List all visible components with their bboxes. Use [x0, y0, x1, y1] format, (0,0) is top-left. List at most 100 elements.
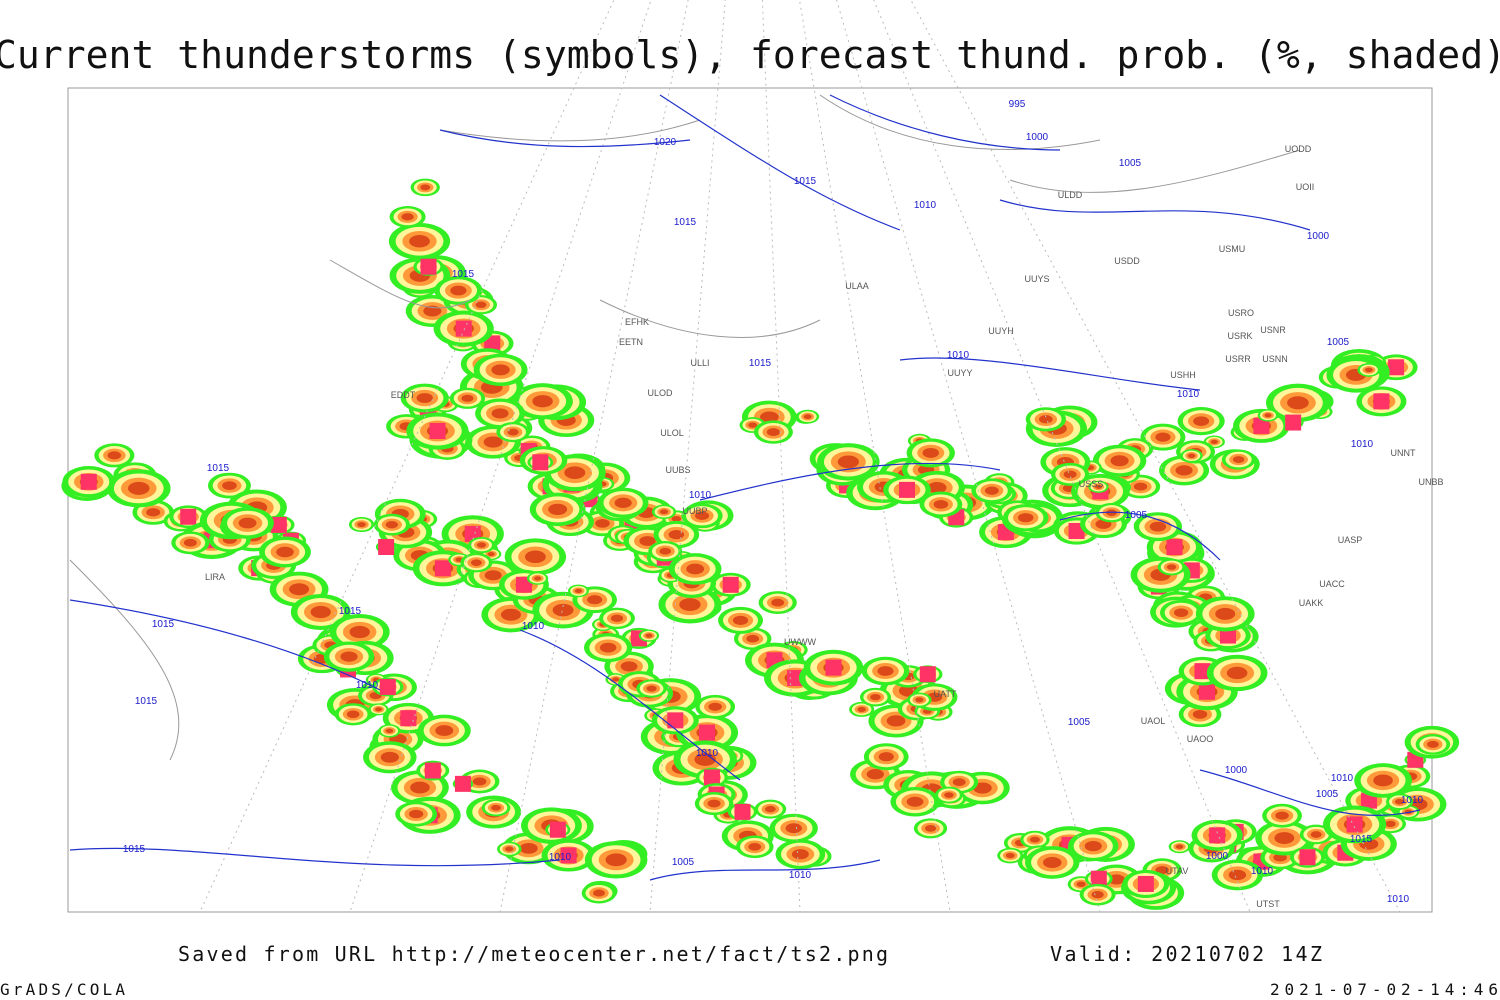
shade-blob — [803, 414, 812, 420]
shade-blob — [416, 393, 433, 403]
shade-blob — [340, 651, 358, 662]
station-label: UAKK — [1299, 598, 1324, 608]
shade-blob — [659, 547, 672, 555]
software-credit: GrADS/COLA — [0, 980, 125, 999]
isobar-label: 1010 — [914, 200, 937, 211]
storm-symbol — [180, 508, 197, 525]
shade-blob — [146, 508, 161, 517]
isobar-label: 1020 — [654, 137, 677, 148]
shade-blob — [385, 520, 399, 529]
shade-blob — [614, 497, 632, 508]
isobar-label: 995 — [1009, 99, 1026, 110]
shade-blob — [505, 846, 514, 852]
station-label: UUYY — [947, 368, 972, 378]
shade-blob — [1210, 439, 1218, 445]
isobar-label: 1015 — [207, 463, 230, 474]
shade-blob — [599, 642, 617, 653]
shade-blob — [574, 588, 583, 594]
isobar-label: 1015 — [152, 619, 175, 630]
isobar-label: 1005 — [1068, 717, 1091, 728]
isobar-label: 1010 — [522, 621, 545, 632]
shade-blob — [1094, 484, 1102, 489]
station-label: USHH — [1170, 370, 1196, 380]
shade-blob — [1193, 416, 1210, 426]
shade-blob — [1310, 831, 1322, 838]
shade-blob — [1264, 413, 1272, 418]
shade-blob — [491, 804, 501, 811]
storm-symbol — [1346, 816, 1363, 833]
shade-blob — [933, 500, 949, 509]
station-label: USNN — [1262, 354, 1288, 364]
station-label: USRO — [1228, 308, 1254, 318]
station-label: USNR — [1260, 325, 1286, 335]
shade-blob — [357, 521, 366, 528]
shade-blob — [401, 213, 414, 221]
shade-blob — [435, 725, 454, 736]
shade-blob — [500, 608, 521, 621]
storm-symbol — [560, 847, 577, 864]
storm-symbol — [1137, 875, 1154, 892]
shade-blob — [695, 511, 710, 520]
isobar-label: 1015 — [1350, 834, 1373, 845]
shade-blob — [222, 481, 237, 490]
shade-blob — [671, 515, 682, 522]
shade-blob — [973, 782, 992, 794]
station-label: USRR — [1225, 354, 1251, 364]
shade-blob — [707, 799, 721, 808]
shade-blob — [519, 842, 538, 854]
shade-blob — [686, 563, 705, 575]
shade-blob — [409, 235, 430, 248]
station-label: ULOD — [647, 388, 673, 398]
station-label: ULOL — [660, 428, 684, 438]
shade-blob — [1038, 415, 1053, 424]
isobar-label: 1010 — [549, 852, 572, 863]
shade-blob — [127, 481, 150, 495]
shade-blob — [645, 633, 653, 638]
station-label: UNBB — [1418, 477, 1443, 487]
meridian — [499, 0, 689, 913]
shade-blob — [612, 677, 620, 682]
storm-symbol — [1194, 663, 1211, 680]
shade-blob — [461, 394, 474, 402]
timestamp: 2021-07-02-14:46 — [1270, 980, 1498, 999]
storm-symbol — [549, 821, 566, 838]
station-label: EFHK — [625, 317, 649, 327]
shade-blob — [1175, 465, 1193, 476]
shade-blob — [1173, 608, 1189, 617]
storm-symbol — [1373, 393, 1390, 410]
shade-blob — [1385, 820, 1396, 828]
station-label: UASP — [1338, 535, 1363, 545]
graticule — [199, 0, 1401, 913]
coastline — [69, 94, 1301, 761]
shade-blob — [548, 503, 568, 516]
shade-blob — [870, 693, 881, 701]
shade-blob — [310, 605, 331, 619]
isobar-label: 1015 — [339, 606, 362, 617]
shade-blob — [927, 481, 947, 494]
isobar-label: 1010 — [1331, 773, 1354, 784]
station-label: UTST — [1256, 899, 1280, 909]
isobar-label: 1010 — [696, 748, 719, 759]
station-label: UOII — [1296, 182, 1315, 192]
shade-blob — [944, 792, 954, 798]
shade-blob — [375, 707, 383, 712]
shade-blob — [766, 428, 781, 437]
station-label: UUBS — [665, 465, 690, 475]
shade-blob — [491, 364, 510, 376]
shade-blob — [1274, 832, 1295, 844]
shade-blob — [1091, 890, 1104, 899]
shade-blob — [620, 661, 638, 672]
valid-time: Valid: 20210702 14Z — [1050, 942, 1322, 966]
shade-blob — [487, 552, 495, 557]
station-label: EDDT — [391, 390, 416, 400]
shade-blob — [1076, 881, 1086, 887]
shade-blob — [450, 285, 467, 296]
storm-symbol — [429, 422, 446, 439]
shade-blob — [349, 625, 370, 639]
station-label: USRK — [1227, 331, 1252, 341]
shade-blob — [857, 706, 866, 712]
shade-blob — [679, 598, 701, 611]
shade-blob — [765, 805, 776, 813]
storm-symbol — [787, 670, 804, 687]
shade-blob — [1364, 367, 1373, 373]
